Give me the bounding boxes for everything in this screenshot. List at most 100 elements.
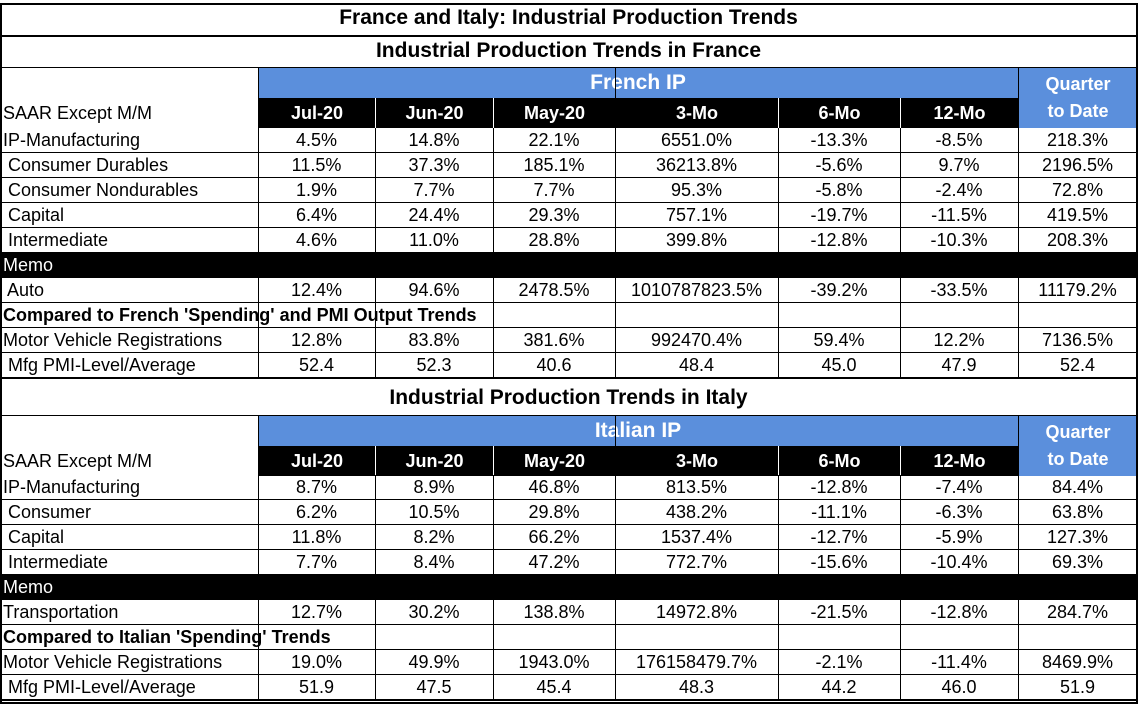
grid-line xyxy=(0,152,1137,153)
grid-line xyxy=(0,35,1137,37)
data-cell: 399.8% xyxy=(665,230,728,250)
column-header: Jun-20 xyxy=(376,98,493,128)
grid-line xyxy=(615,68,616,378)
compare-label: Compared to Italian 'Spending' Trends xyxy=(3,627,331,647)
data-cell: 28.8% xyxy=(528,230,580,250)
data-cell: 47.5 xyxy=(416,677,452,697)
data-cell: -33.5% xyxy=(930,280,988,300)
data-cell: 7.7% xyxy=(295,552,338,572)
qtd-line-1: Quarter xyxy=(1045,422,1111,442)
column-header: 3-Mo xyxy=(616,98,778,128)
data-cell: 52.4 xyxy=(298,355,335,375)
data-cell: 381.6% xyxy=(523,330,585,350)
grid-line xyxy=(0,352,1137,353)
data-cell: 22.1% xyxy=(528,130,580,150)
data-cell: 8.2% xyxy=(413,527,455,547)
group-header: French IP xyxy=(258,68,1018,98)
grid-line xyxy=(375,475,376,700)
data-cell: -12.8% xyxy=(930,602,988,622)
row-label: Transportation xyxy=(3,602,119,622)
grid-line xyxy=(615,416,616,700)
data-cell: 12.7% xyxy=(290,602,343,622)
data-cell: 19.0% xyxy=(290,652,343,672)
data-cell: 185.1% xyxy=(523,155,585,175)
data-cell: 95.3% xyxy=(670,180,723,200)
grid-line xyxy=(0,415,1137,416)
data-cell: -5.6% xyxy=(815,155,863,175)
data-cell: 7136.5% xyxy=(1041,330,1114,350)
data-cell: 6.2% xyxy=(295,502,338,522)
data-cell: 46.0 xyxy=(941,677,977,697)
grid-line xyxy=(778,475,779,700)
data-cell: -15.6% xyxy=(810,552,868,572)
data-cell: 10.5% xyxy=(408,502,460,522)
data-cell: 1010787823.5% xyxy=(630,280,763,300)
group-header: Italian IP xyxy=(258,416,1018,446)
memo-bar: Memo xyxy=(0,253,1137,278)
data-cell: 8.9% xyxy=(413,477,455,497)
grid-line xyxy=(0,202,1137,203)
grid-line xyxy=(900,128,901,378)
column-header: 3-Mo xyxy=(616,446,778,476)
data-cell: 127.3% xyxy=(1046,527,1109,547)
quarter-to-date-header: Quarter to Date xyxy=(1019,68,1137,128)
data-cell: 7.7% xyxy=(533,180,575,200)
row-label: Capital xyxy=(3,205,65,225)
grid-line xyxy=(0,549,1137,550)
grid-line xyxy=(1018,68,1019,378)
qtd-line-2: to Date xyxy=(1047,449,1109,469)
data-cell: 757.1% xyxy=(665,205,728,225)
data-cell: -11.1% xyxy=(811,502,867,522)
data-cell: 11.8% xyxy=(291,527,342,547)
data-cell: 12.8% xyxy=(290,330,343,350)
grid-line xyxy=(493,475,494,700)
grid-line xyxy=(258,68,259,378)
grid-line xyxy=(375,128,376,378)
data-cell: 51.9 xyxy=(298,677,335,697)
data-cell: 40.6 xyxy=(536,355,572,375)
grid-line xyxy=(778,128,779,378)
row-label: Mfg PMI-Level/Average xyxy=(3,677,196,697)
row-label: IP-Manufacturing xyxy=(3,130,141,150)
grid-line xyxy=(0,499,1137,500)
grid-line xyxy=(0,3,1138,5)
row-label: Capital xyxy=(3,527,65,547)
data-cell: 6.4% xyxy=(295,205,338,225)
data-cell: 84.4% xyxy=(1051,477,1104,497)
grid-line xyxy=(0,377,1137,379)
data-cell: -5.8% xyxy=(815,180,863,200)
data-cell: 48.4 xyxy=(678,355,715,375)
data-cell: -8.5% xyxy=(935,130,983,150)
data-cell: 8469.9% xyxy=(1041,652,1114,672)
data-cell: 36213.8% xyxy=(655,155,738,175)
column-header: Jun-20 xyxy=(376,446,493,476)
data-cell: 438.2% xyxy=(665,502,728,522)
data-cell: 37.3% xyxy=(408,155,460,175)
grid-line xyxy=(0,327,1137,328)
memo-bar: Memo xyxy=(0,575,1137,600)
column-header: 6-Mo xyxy=(779,98,900,128)
data-cell: 46.8% xyxy=(528,477,580,497)
data-cell: 8.7% xyxy=(295,477,338,497)
data-cell: 66.2% xyxy=(528,527,580,547)
row-label: Intermediate xyxy=(3,230,109,250)
grid-line xyxy=(0,4,2,704)
grid-line xyxy=(0,574,1137,575)
section-title: Industrial Production Trends in Italy xyxy=(389,386,748,409)
data-cell: 49.9% xyxy=(408,652,460,672)
row-label: Motor Vehicle Registrations xyxy=(3,330,223,350)
data-cell: 11.0% xyxy=(409,230,459,250)
data-cell: 69.3% xyxy=(1051,552,1104,572)
data-cell: -6.3% xyxy=(935,502,983,522)
row-label: Consumer xyxy=(3,502,92,522)
grid-line xyxy=(0,177,1137,178)
column-header: 6-Mo xyxy=(779,446,900,476)
data-cell: 29.3% xyxy=(528,205,580,225)
data-cell: 6551.0% xyxy=(660,130,733,150)
section-title: Industrial Production Trends in France xyxy=(375,39,762,62)
data-cell: -21.5% xyxy=(810,602,868,622)
data-cell: 138.8% xyxy=(523,602,585,622)
data-cell: 52.3 xyxy=(416,355,452,375)
data-cell: 176158479.7% xyxy=(635,652,758,672)
